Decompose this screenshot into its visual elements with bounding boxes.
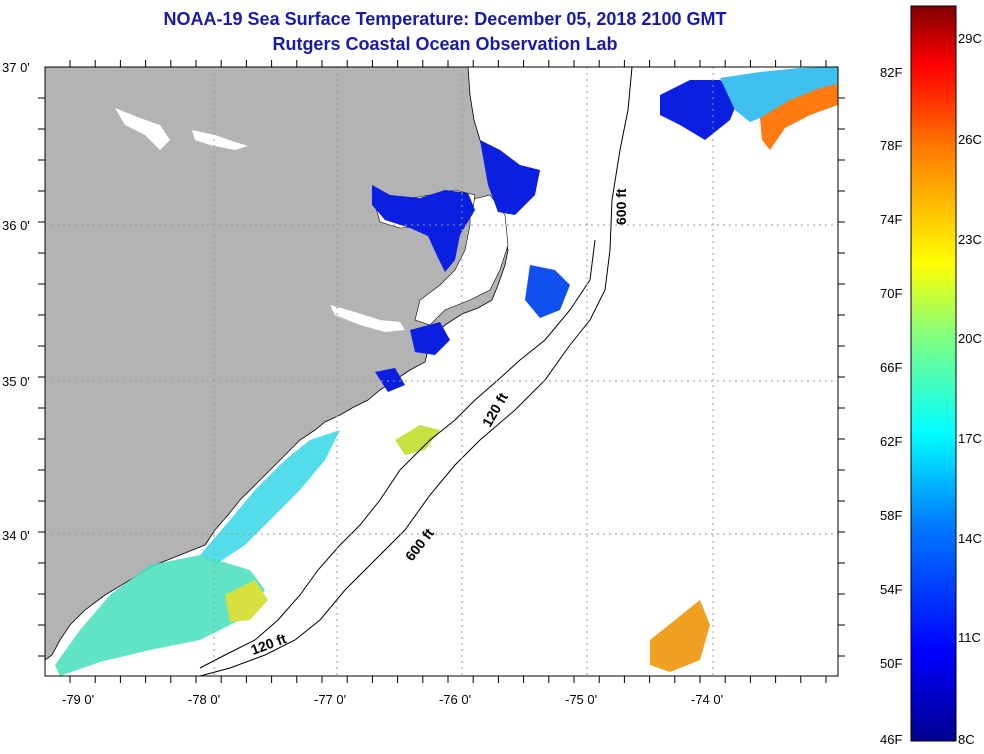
lake-white-2 [192, 130, 248, 150]
lon-label-74: -74 0' [691, 692, 723, 707]
lon-label-78: -78 0' [188, 692, 220, 707]
sst-cold-sound-1 [372, 185, 475, 272]
cb-c-29: 29C [958, 31, 982, 46]
sst-cold-sound-5 [375, 368, 405, 392]
sst-yellow-patch [225, 580, 268, 622]
sst-cool-ne [720, 67, 838, 122]
lon-label-77: -77 0' [314, 692, 346, 707]
lon-label-76: -76 0' [439, 692, 471, 707]
lat-label-34: 34 0' [2, 528, 30, 543]
sst-coastal-band-2 [55, 555, 265, 676]
sst-cold-sound-4 [410, 322, 450, 355]
cb-c-20: 20C [958, 331, 982, 346]
cb-f-50: 50F [880, 656, 903, 671]
map-subtitle: Rutgers Coastal Ocean Observation Lab [272, 34, 618, 54]
cb-f-54: 54F [880, 582, 903, 597]
cb-f-46: 46F [880, 732, 903, 747]
cb-f-78: 78F [880, 138, 903, 153]
lake-white [115, 108, 170, 150]
cb-c-8: 8C [958, 732, 975, 747]
sst-orange-south [650, 600, 710, 672]
contour-label-600-north: 600 ft [613, 188, 629, 225]
graticule [45, 67, 838, 676]
sst-cold-sound-3 [525, 265, 570, 318]
cb-c-14: 14C [958, 531, 982, 546]
cb-c-26: 26C [958, 132, 982, 147]
sst-cold-sound-2 [480, 140, 540, 215]
cb-c-23: 23C [958, 232, 982, 247]
lat-label-36: 36 0' [2, 218, 30, 233]
colorbar [910, 5, 957, 742]
contour-120-ft [199, 239, 596, 669]
cb-f-66: 66F [880, 360, 903, 375]
contour-600-ft [199, 67, 633, 676]
sst-yellow-coast [395, 425, 440, 455]
cb-f-58: 58F [880, 508, 903, 523]
cb-c-11: 11C [958, 630, 981, 645]
lat-label-35: 35 0' [2, 374, 30, 389]
sst-cold-offshore-ne [660, 80, 740, 140]
cb-f-62: 62F [880, 434, 903, 449]
sst-coastal-band [200, 430, 340, 565]
river-white [330, 305, 405, 332]
sst-warm-ne [760, 84, 838, 150]
cb-f-74: 74F [880, 212, 903, 227]
lon-label-79: -79 0' [62, 692, 94, 707]
cb-f-70: 70F [880, 286, 903, 301]
cb-f-82: 82F [880, 65, 903, 80]
cb-c-17: 17C [958, 431, 982, 446]
lat-label-37: 37 0' [2, 60, 30, 75]
map-title: NOAA-19 Sea Surface Temperature: Decembe… [163, 9, 727, 29]
lon-label-75: -75 0' [565, 692, 597, 707]
